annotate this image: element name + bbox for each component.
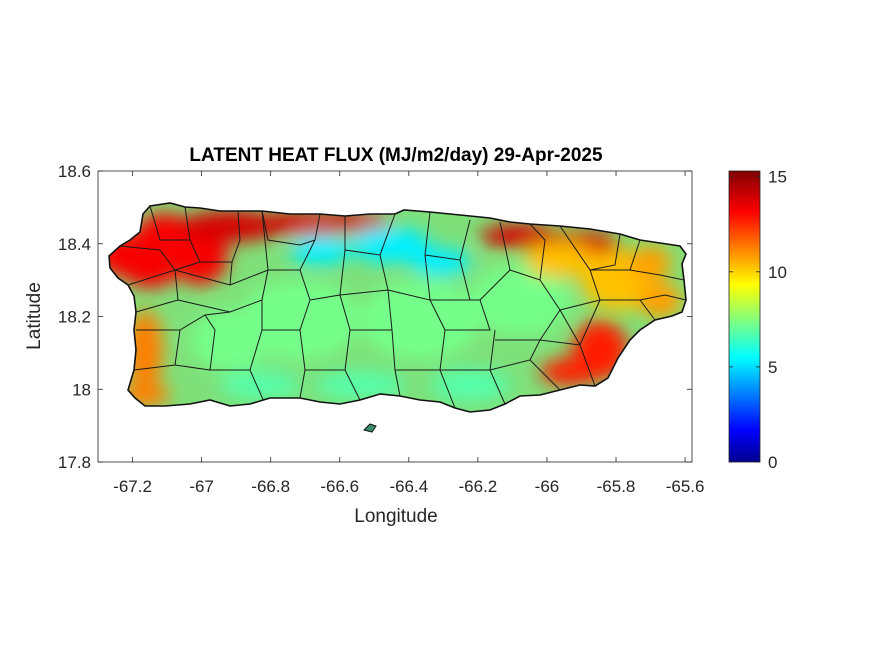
x-axis-label: Longitude xyxy=(354,506,437,527)
x-tick-label: -65.8 xyxy=(597,477,636,496)
region-value xyxy=(310,212,390,232)
y-axis-label: Latitude xyxy=(24,282,45,350)
region-value xyxy=(430,369,510,401)
islet-outline xyxy=(363,423,377,433)
region-value xyxy=(628,246,672,278)
colorbar-ticks: 0 5 10 15 xyxy=(729,168,787,472)
colorbar-tick-label: 10 xyxy=(768,263,787,282)
region-value xyxy=(638,282,682,318)
x-tick-label: -67 xyxy=(189,477,214,496)
x-tick-label: -65.6 xyxy=(666,477,705,496)
x-tick-label: -66.6 xyxy=(320,477,359,496)
x-tick-label: -66.8 xyxy=(251,477,290,496)
x-tick-label: -66.4 xyxy=(389,477,428,496)
region-value xyxy=(480,224,560,248)
island-outline xyxy=(108,202,687,413)
colorbar-tick-label: 15 xyxy=(768,168,787,187)
y-tick-label: 18.2 xyxy=(58,308,91,327)
y-tick-label: 18 xyxy=(72,380,91,399)
y-axis: 17.8 18 18.2 18.4 18.6 xyxy=(58,162,692,472)
region-value xyxy=(290,235,350,265)
x-axis: -67.2 -67 -66.8 -66.6 -66.4 -66.2 -66 -65.8 -65.… xyxy=(113,171,704,496)
region-value xyxy=(190,310,270,370)
region-value xyxy=(122,252,178,288)
x-tick-label: -67.2 xyxy=(113,477,152,496)
region-value xyxy=(220,371,300,399)
region-value xyxy=(540,358,600,386)
x-tick-label: -66.2 xyxy=(459,477,498,496)
chart-title: LATENT HEAT FLUX (MJ/m2/day) 29-Apr-2025 xyxy=(189,145,603,166)
region-value xyxy=(470,265,570,335)
municipality-boundaries xyxy=(119,205,686,409)
colorbar-tick-label: 0 xyxy=(768,453,777,472)
colorbar-tick-label: 5 xyxy=(768,358,777,377)
region-value xyxy=(315,371,405,399)
y-tick-label: 17.8 xyxy=(58,453,91,472)
y-tick-label: 18.4 xyxy=(58,235,91,254)
colorbar xyxy=(728,170,761,463)
x-tick-label: -66 xyxy=(535,477,560,496)
y-tick-label: 18.6 xyxy=(58,162,91,181)
